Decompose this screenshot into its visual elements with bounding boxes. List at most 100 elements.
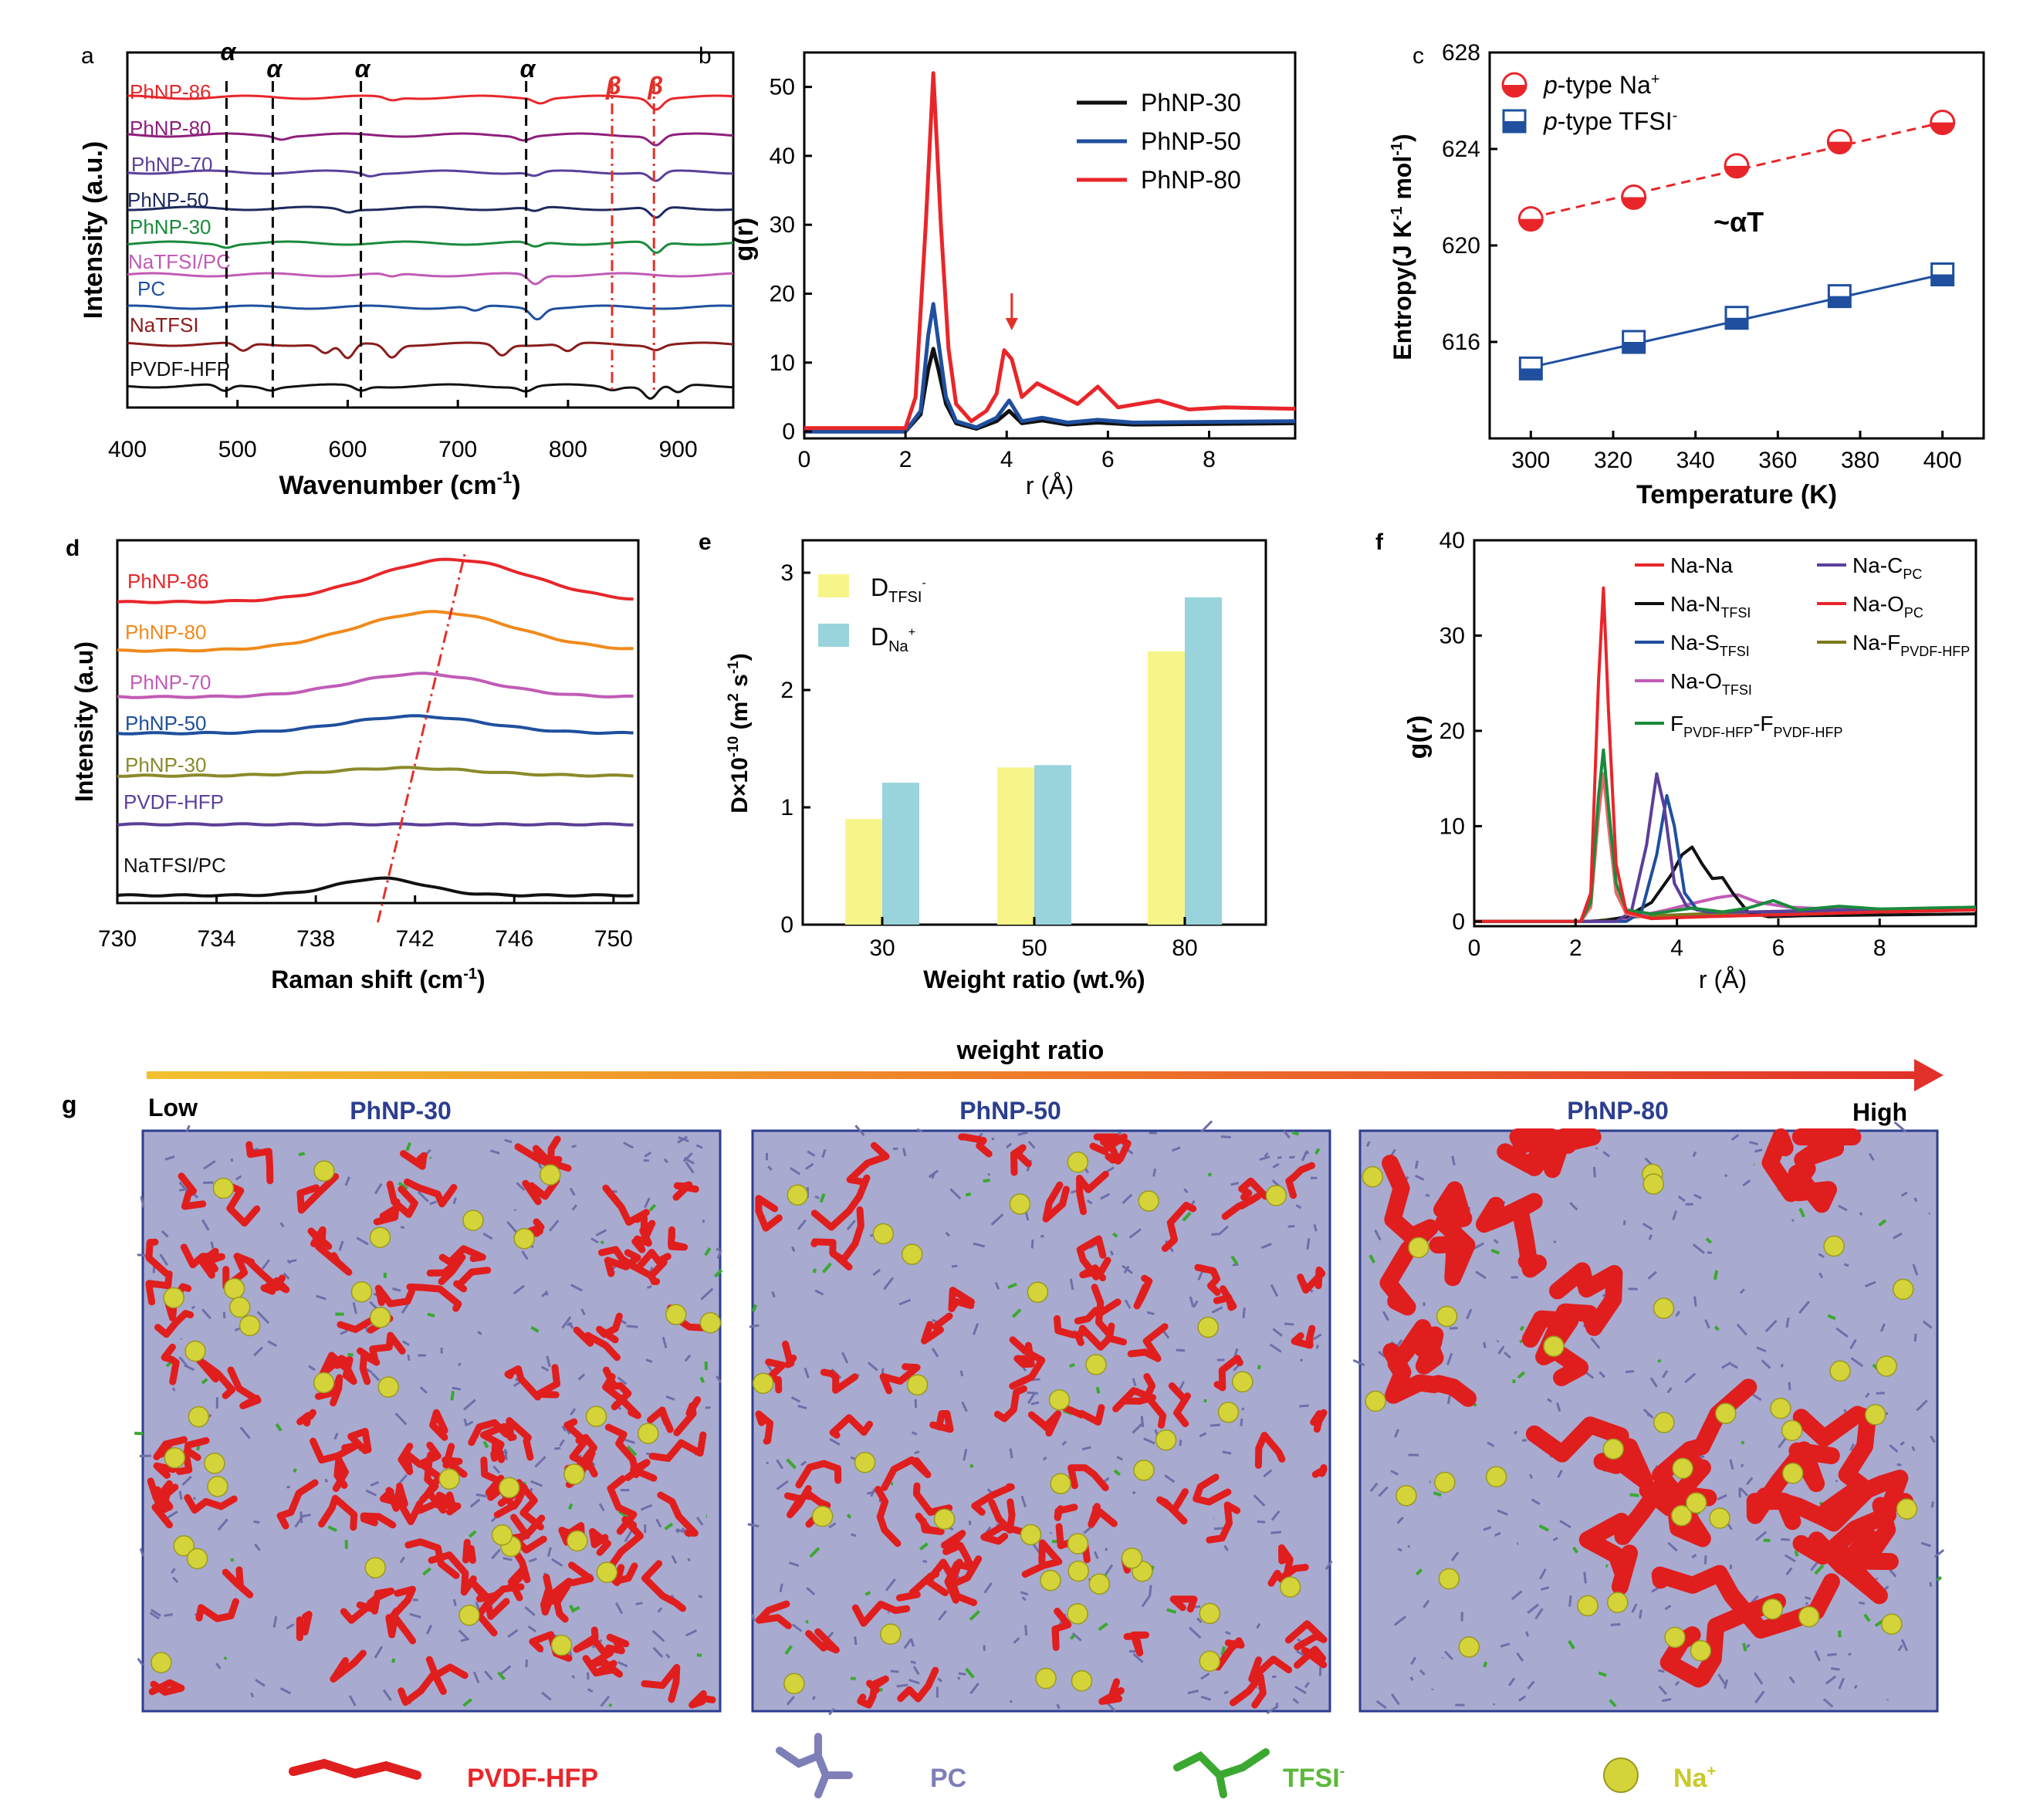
pc-molecule (1223, 1690, 1229, 1695)
pc-molecule (1410, 1656, 1417, 1666)
trace-label-pc: PC (137, 277, 165, 300)
pc-molecule (928, 1169, 939, 1179)
tfsi-molecule (786, 1458, 797, 1470)
trace-label-phnp-50: PhNP-50 (127, 188, 209, 211)
trace-label-natfsi-pc: NaTFSI/PC (128, 250, 231, 273)
na-ion (1606, 1592, 1629, 1613)
pc-molecule (1425, 1193, 1430, 1197)
tfsi-molecule (1827, 1314, 1836, 1321)
pc-molecule (771, 1291, 776, 1298)
trace-label-phnp-80: PhNP-80 (130, 117, 211, 140)
pvdf-chain (1521, 1310, 1589, 1386)
pc-molecule (171, 1568, 176, 1574)
pc-molecule (1009, 1448, 1013, 1459)
point-tfsi-fill (1622, 342, 1645, 353)
na-ion (207, 1476, 228, 1497)
panel-b-letter: b (699, 43, 712, 69)
pc-molecule (344, 1176, 351, 1186)
pc-molecule (1664, 1605, 1672, 1611)
pc-molecule (261, 1259, 271, 1270)
pc-molecule (949, 1188, 962, 1200)
pc-molecule (912, 1666, 920, 1676)
pc-molecule (1132, 1423, 1143, 1434)
xtick-label: 900 (659, 437, 698, 462)
pvdf-chain (153, 1447, 201, 1479)
pvdf-chain (648, 1431, 707, 1462)
na-ion (151, 1652, 172, 1673)
na-ion (164, 1447, 186, 1469)
ytick-label: 10 (770, 350, 795, 376)
pvdf-chain (148, 1679, 185, 1696)
pc-molecule (210, 1241, 215, 1249)
pvdf-chain (1076, 1235, 1107, 1280)
pc-molecule (1272, 1162, 1280, 1169)
pvdf-chain (296, 1611, 313, 1642)
pc-molecule (1024, 1211, 1030, 1221)
tfsi-molecule (275, 1423, 282, 1432)
pvdf-chain (988, 1498, 1016, 1534)
tfsi-molecule (600, 1240, 605, 1245)
tfsi-molecule (1568, 1639, 1575, 1650)
arrow-high-label: High (1852, 1098, 1907, 1126)
pvdf-chain (428, 1551, 477, 1596)
pc-molecule (1746, 1477, 1754, 1485)
xtick-label: 750 (594, 926, 633, 952)
pvdf-chain (504, 1365, 542, 1401)
tfsi-molecule (1878, 1219, 1887, 1227)
pvdf-chain (314, 1374, 343, 1407)
pc-molecule (1662, 1697, 1672, 1703)
na-ion (1199, 1650, 1221, 1672)
pc-molecule (1684, 1372, 1697, 1384)
pc-molecule (1911, 1446, 1916, 1452)
pvdf-chain (782, 1340, 797, 1368)
pc-molecule (1805, 1602, 1809, 1605)
pc-molecule (665, 1653, 671, 1659)
panel-a-xticks: 400 500 600 700 800 900 (108, 400, 698, 462)
pc-molecule (178, 1490, 183, 1500)
pc-molecule (1675, 1311, 1681, 1318)
pc-molecule (1785, 1567, 1793, 1575)
ytick-label: 624 (1442, 137, 1480, 162)
pc-molecule (961, 1401, 968, 1412)
pvdf-chain (307, 1226, 333, 1250)
pc-molecule (1197, 1270, 1204, 1280)
tfsi-molecule (1230, 1255, 1239, 1266)
na-ion (933, 1508, 956, 1530)
pc-molecule (1853, 1684, 1858, 1690)
pc-molecule (425, 1624, 433, 1635)
pc-molecule (1419, 1669, 1426, 1676)
pc-molecule (663, 1158, 669, 1164)
na-ion (364, 1557, 387, 1578)
pc-molecule (1599, 1371, 1605, 1379)
pvdf-chain (366, 1587, 395, 1615)
pc-molecule (571, 1674, 576, 1680)
tfsi-molecule (1415, 1568, 1423, 1576)
tfsi-molecule (713, 1269, 723, 1278)
tfsi-molecule (201, 1378, 208, 1385)
panel-d-letter: d (66, 536, 80, 561)
na-ion (1199, 1602, 1221, 1625)
na-ion (596, 1561, 618, 1583)
pvdf-chain (1652, 1379, 1758, 1505)
pc-molecule (1374, 1229, 1382, 1241)
pc-molecule (647, 1285, 652, 1289)
legend-label-sub: PVDF-HFP (1900, 644, 1970, 659)
pvdf-chain (1042, 1181, 1070, 1223)
pc-molecule (1397, 1548, 1402, 1552)
pc-molecule (1105, 1564, 1114, 1575)
tfsi-molecule (1798, 1207, 1805, 1218)
legend-label-sub: TFSI (1720, 605, 1751, 621)
legend-label-main: Na-C (1852, 553, 1903, 577)
pvdf-chain (1267, 1564, 1309, 1587)
pc-molecule (828, 1707, 835, 1716)
pc-molecule (452, 1386, 462, 1391)
panel-g-legend: PVDF-HFP PC TFSI- Na+ (289, 1733, 1716, 1798)
snapshot-phnp-80: PhNP-80 (1352, 1097, 1945, 1713)
na-ion (1892, 1278, 1914, 1301)
panel-g-letter: g (62, 1091, 77, 1118)
xtick-label: 700 (438, 437, 477, 462)
pvdf-chain (897, 1666, 939, 1703)
pc-molecule (452, 1598, 457, 1607)
pc-molecule (580, 1308, 586, 1316)
rdf-line-f-pvdf-hfp-f-pvdf-hfp (1474, 748, 1977, 923)
